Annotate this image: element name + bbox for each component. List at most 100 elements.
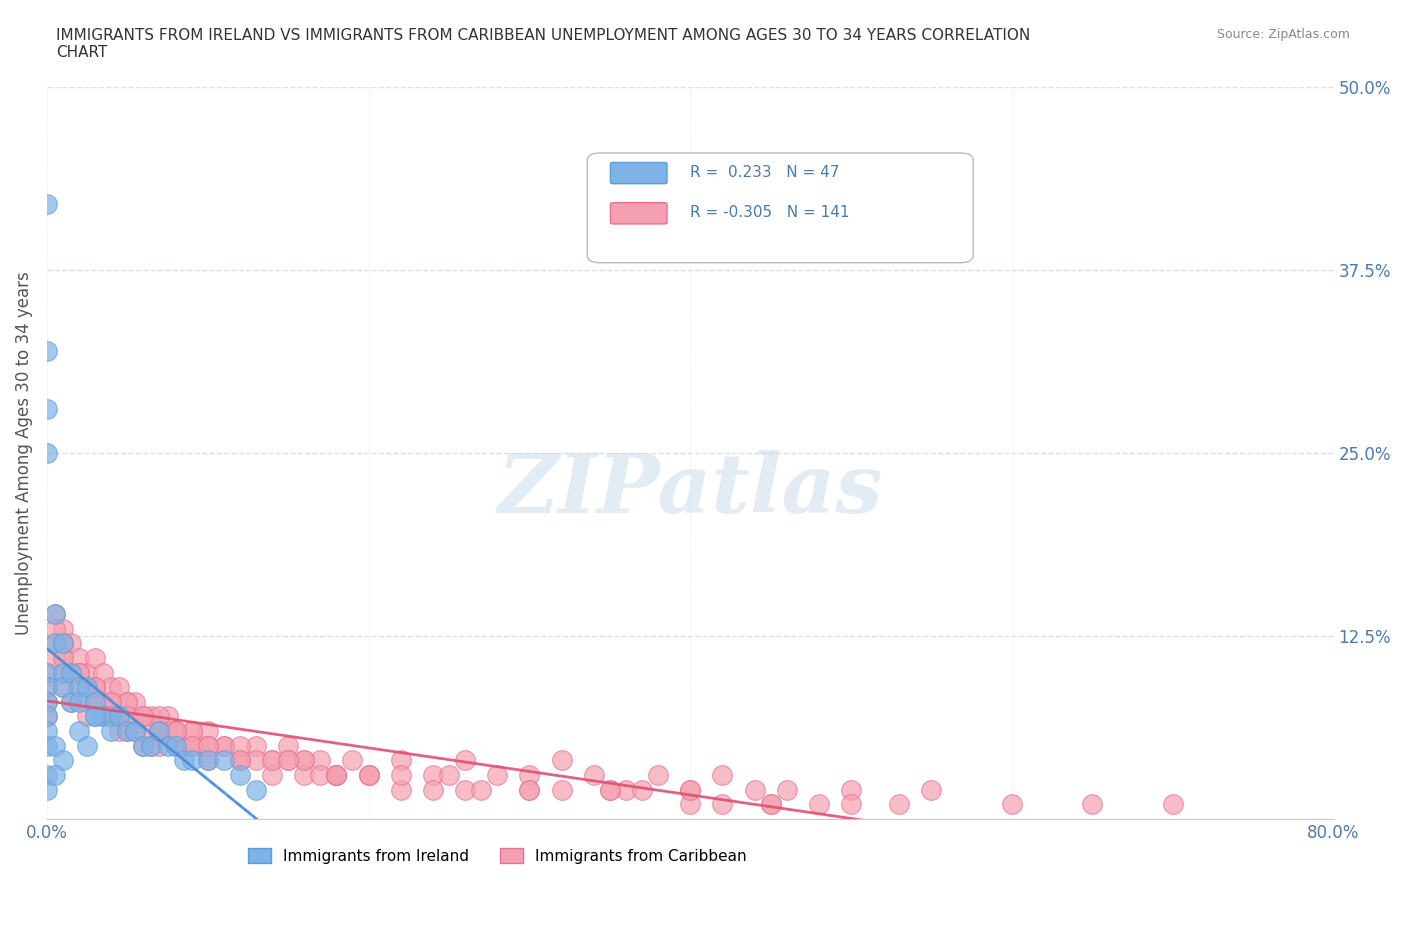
Text: Source: ZipAtlas.com: Source: ZipAtlas.com <box>1216 28 1350 41</box>
Point <box>44 636 66 651</box>
Point <box>108 709 131 724</box>
Point <box>165 724 187 738</box>
Point <box>52 680 75 695</box>
Point <box>44 621 66 636</box>
Point <box>76 680 98 695</box>
Point <box>437 767 460 782</box>
Point <box>52 636 75 651</box>
Point <box>117 695 139 710</box>
Point <box>744 782 766 797</box>
Point <box>35 695 58 710</box>
Point <box>35 197 58 212</box>
Point <box>60 636 83 651</box>
Point <box>60 695 83 710</box>
Point <box>84 695 107 710</box>
Point <box>197 738 219 753</box>
Point <box>148 724 170 738</box>
Point <box>100 709 122 724</box>
Point <box>91 709 114 724</box>
Point <box>52 753 75 768</box>
Point <box>108 709 131 724</box>
Point <box>325 767 347 782</box>
Point <box>357 767 380 782</box>
Point <box>679 797 702 812</box>
Point <box>44 738 66 753</box>
Point <box>60 665 83 680</box>
Point <box>35 709 58 724</box>
Point <box>173 753 195 768</box>
Point <box>108 724 131 738</box>
Point <box>52 621 75 636</box>
Point <box>292 767 315 782</box>
Point <box>759 797 782 812</box>
Point <box>67 665 90 680</box>
Point <box>35 665 58 680</box>
Point <box>422 782 444 797</box>
Point <box>67 665 90 680</box>
FancyBboxPatch shape <box>588 153 973 262</box>
Point <box>889 797 911 812</box>
Point <box>454 782 477 797</box>
Point <box>614 782 637 797</box>
Point <box>124 724 146 738</box>
Point <box>759 797 782 812</box>
Point <box>229 767 252 782</box>
FancyBboxPatch shape <box>610 163 666 184</box>
Point <box>180 724 202 738</box>
Point <box>277 753 299 768</box>
Point <box>309 767 332 782</box>
Point <box>100 695 122 710</box>
Point <box>839 782 862 797</box>
Point <box>100 709 122 724</box>
Point <box>277 753 299 768</box>
Point <box>60 695 83 710</box>
Point <box>229 753 252 768</box>
Point <box>245 738 267 753</box>
Legend: Immigrants from Ireland, Immigrants from Caribbean: Immigrants from Ireland, Immigrants from… <box>242 842 752 870</box>
Point <box>35 343 58 358</box>
Point <box>180 738 202 753</box>
Point <box>67 680 90 695</box>
Point <box>141 709 163 724</box>
Point <box>156 724 179 738</box>
Point <box>229 738 252 753</box>
Point <box>76 709 98 724</box>
Point <box>165 724 187 738</box>
Point <box>1001 797 1024 812</box>
Point <box>52 636 75 651</box>
Point <box>180 724 202 738</box>
Point <box>389 753 412 768</box>
Point <box>599 782 621 797</box>
Point <box>839 797 862 812</box>
Point <box>245 782 267 797</box>
Point <box>550 753 572 768</box>
Point <box>44 606 66 621</box>
Point <box>180 753 202 768</box>
Point <box>35 709 58 724</box>
Point <box>52 665 75 680</box>
Point <box>148 724 170 738</box>
Point <box>44 636 66 651</box>
Text: ZIPatlas: ZIPatlas <box>498 449 883 529</box>
Point <box>389 767 412 782</box>
FancyBboxPatch shape <box>610 203 666 224</box>
Point <box>52 680 75 695</box>
Point <box>100 709 122 724</box>
Point <box>67 665 90 680</box>
Point <box>260 753 283 768</box>
Point <box>141 738 163 753</box>
Point <box>76 695 98 710</box>
Point <box>84 680 107 695</box>
Point <box>357 767 380 782</box>
Point <box>52 650 75 665</box>
Point <box>156 709 179 724</box>
Point <box>67 650 90 665</box>
Point <box>165 738 187 753</box>
Point <box>132 709 155 724</box>
Point <box>132 709 155 724</box>
Point <box>100 680 122 695</box>
Point <box>197 753 219 768</box>
Point <box>245 753 267 768</box>
Point <box>711 767 734 782</box>
Point <box>35 724 58 738</box>
